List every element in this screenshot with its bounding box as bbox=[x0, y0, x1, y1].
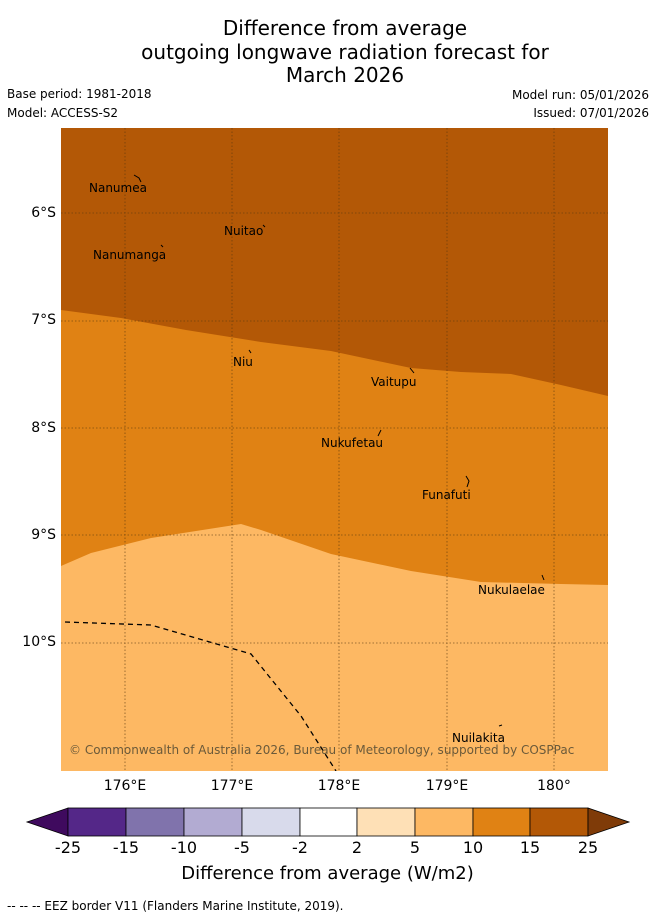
island-nanumea-shape bbox=[133, 174, 142, 183]
colorbar-bin-15-25 bbox=[529, 807, 589, 837]
island-label-vaitupu: Vaitupu bbox=[371, 375, 417, 389]
colorbar-extend-high bbox=[587, 807, 631, 837]
island-funafuti-shape bbox=[465, 475, 470, 488]
colorbar-bin-neg2-2 bbox=[299, 807, 358, 837]
colorbar-label-25: 25 bbox=[577, 838, 599, 857]
grid-lines bbox=[61, 128, 608, 771]
colorbar-bin-neg25-neg15 bbox=[67, 807, 127, 837]
island-nuitao-shape bbox=[262, 224, 266, 228]
island-nukulaelae-shape bbox=[541, 574, 545, 581]
colorbar-bin-neg15-neg10 bbox=[125, 807, 185, 837]
model-name: Model: ACCESS-S2 bbox=[7, 106, 119, 120]
lat-label-6s: 6°S bbox=[31, 205, 56, 221]
eez-border bbox=[64, 621, 337, 771]
colorbar-label-neg10: -10 bbox=[170, 838, 198, 857]
zone-5-10 bbox=[61, 524, 608, 771]
lat-label-9s: 9°S bbox=[31, 527, 56, 543]
map-panel: Nanumea Nuitao Nanumanga Niu Vaitupu Nuk… bbox=[61, 128, 608, 771]
model-run: Model run: 05/01/2026 bbox=[511, 88, 649, 102]
colorbar-bin-2-5 bbox=[356, 807, 416, 837]
lon-label-178e: 178°E bbox=[317, 778, 361, 794]
colorbar-bin-5-10 bbox=[414, 807, 474, 837]
lon-label-176e: 176°E bbox=[103, 778, 147, 794]
island-label-nukulaelae: Nukulaelae bbox=[478, 583, 545, 597]
issued-date: Issued: 07/01/2026 bbox=[533, 106, 649, 120]
island-label-nukufetau: Nukufetau bbox=[321, 436, 383, 450]
island-label-niu: Niu bbox=[233, 355, 253, 369]
base-period: Base period: 1981-2018 bbox=[7, 87, 152, 101]
colorbar-extend-low bbox=[25, 807, 69, 837]
island-niu-shape bbox=[248, 349, 252, 354]
title-line-2: outgoing longwave radiation forecast for bbox=[141, 39, 549, 64]
colorbar-label-15: 15 bbox=[519, 838, 541, 857]
island-nukufetau-shape bbox=[377, 429, 382, 437]
lon-label-179e: 179°E bbox=[425, 778, 469, 794]
lat-label-10s: 10°S bbox=[22, 634, 56, 650]
island-label-funafuti: Funafuti bbox=[422, 488, 471, 502]
lon-label-180: 180° bbox=[537, 778, 571, 794]
island-label-nanumea: Nanumea bbox=[89, 181, 147, 195]
island-label-nuilakita: Nuilakita bbox=[452, 731, 505, 745]
copyright-notice: © Commonwealth of Australia 2026, Bureau… bbox=[69, 743, 574, 757]
colorbar-bin-10-15 bbox=[472, 807, 531, 837]
colorbar-label-5: 5 bbox=[409, 838, 421, 857]
title-line-3: March 2026 bbox=[285, 63, 405, 87]
lat-label-7s: 7°S bbox=[31, 312, 56, 328]
island-label-nanumanga: Nanumanga bbox=[93, 248, 166, 262]
colorbar-bin-neg10-neg5 bbox=[183, 807, 243, 837]
colorbar-label-neg15: -15 bbox=[112, 838, 140, 857]
title-line-1: Difference from average bbox=[222, 16, 468, 40]
island-vaitupu-shape bbox=[409, 367, 415, 374]
island-nanumanga-shape bbox=[160, 244, 164, 248]
eez-legend-footer: -- -- -- EEZ border V11 (Flanders Marine… bbox=[7, 899, 344, 913]
lat-label-8s: 8°S bbox=[31, 420, 56, 436]
colorbar-bin-neg5-neg2 bbox=[241, 807, 301, 837]
colorbar bbox=[25, 807, 631, 837]
chart-title: Difference from average outgoing longwav… bbox=[0, 16, 655, 88]
colorbar-label-neg5: -5 bbox=[234, 838, 250, 857]
lon-label-177e: 177°E bbox=[210, 778, 254, 794]
colorbar-label-neg25: -25 bbox=[54, 838, 82, 857]
island-label-nuitao: Nuitao bbox=[224, 224, 263, 238]
island-nuilakita-shape bbox=[498, 724, 503, 727]
colorbar-label-10: 10 bbox=[462, 838, 484, 857]
island-shapes bbox=[133, 174, 545, 727]
colorbar-title: Difference from average (W/m2) bbox=[181, 863, 474, 884]
colorbar-label-2: 2 bbox=[351, 838, 363, 857]
colorbar-label-neg2: -2 bbox=[292, 838, 308, 857]
